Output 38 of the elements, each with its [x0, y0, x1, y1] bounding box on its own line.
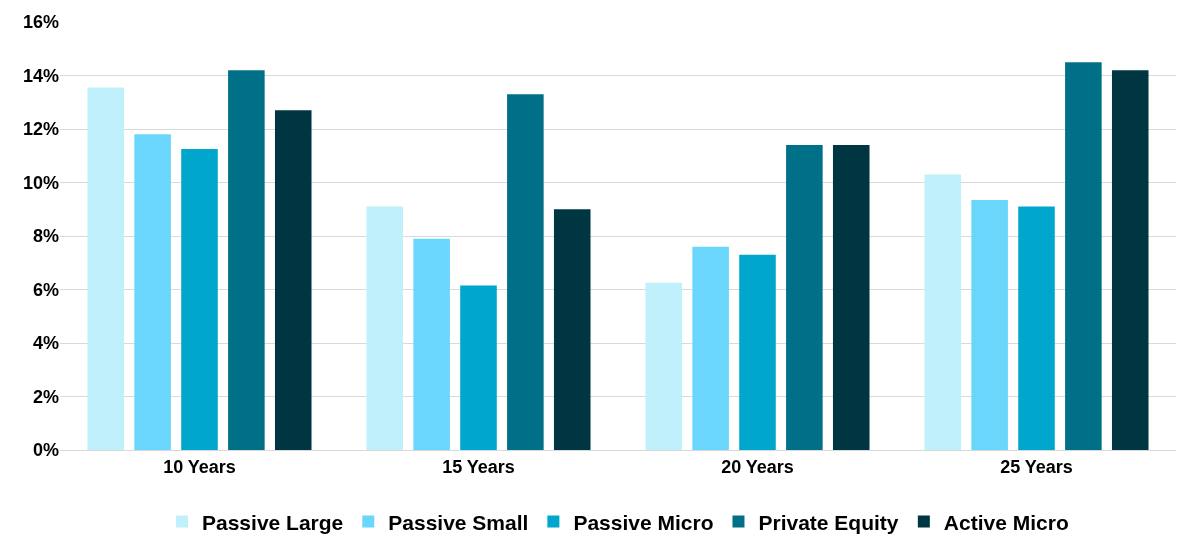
- y-tick-label: 0%: [32, 440, 59, 461]
- bar: [134, 134, 171, 450]
- bar: [181, 149, 218, 450]
- y-tick-label: 6%: [32, 279, 59, 300]
- x-tick-label: 20 Years: [721, 456, 794, 477]
- bar: [553, 209, 591, 450]
- bar: [786, 145, 823, 450]
- y-tick-label: 4%: [32, 333, 59, 354]
- bar: [413, 238, 450, 450]
- x-tick-label: 10 Years: [163, 456, 236, 477]
- y-tick-label: 16%: [22, 12, 59, 33]
- bar: [87, 87, 125, 450]
- bar: [645, 282, 683, 450]
- y-tick-label: 8%: [32, 226, 59, 247]
- x-tick-label: 25 Years: [1000, 456, 1073, 477]
- y-tick-label: 12%: [22, 119, 59, 140]
- bar: [692, 246, 729, 450]
- bar: [1065, 62, 1102, 450]
- bar: [739, 254, 776, 450]
- bar: [832, 145, 870, 450]
- legend-label: Passive Small: [388, 510, 529, 534]
- bar: [228, 70, 265, 450]
- legend-label: Passive Micro: [573, 510, 714, 534]
- y-tick-label: 10%: [22, 172, 59, 193]
- bar: [460, 285, 497, 450]
- bar: [1018, 206, 1055, 450]
- legend-label: Active Micro: [943, 510, 1069, 534]
- legend-label: Private Equity: [758, 510, 899, 534]
- bar: [274, 110, 312, 450]
- bar: [507, 94, 544, 450]
- y-tick-label: 2%: [32, 386, 59, 407]
- y-tick-label: 14%: [22, 65, 59, 86]
- bar: [924, 174, 962, 450]
- x-tick-label: 15 Years: [442, 456, 515, 477]
- bar: [366, 206, 404, 450]
- legend-label: Passive Large: [202, 510, 344, 534]
- bar: [1111, 70, 1149, 450]
- bar: [971, 199, 1008, 450]
